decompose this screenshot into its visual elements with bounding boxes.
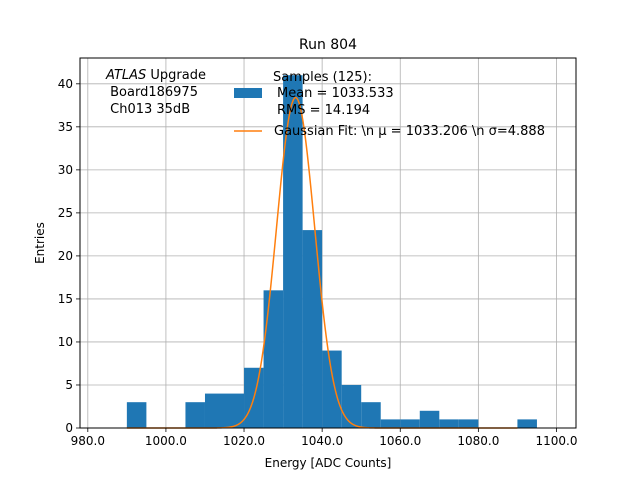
y-tick-label: 30 — [58, 163, 73, 177]
x-tick-label: 1000.0 — [145, 434, 187, 448]
upgrade-label: Upgrade — [146, 68, 206, 83]
svg-text:ATLAS Upgrade: ATLAS Upgrade — [105, 68, 206, 83]
histogram-bar — [341, 384, 362, 428]
legend-samples-swatch — [234, 88, 262, 98]
legend-samples-line-1: Samples (125): — [273, 70, 372, 85]
x-tick-label: 1080.0 — [457, 434, 499, 448]
x-tick-label: 1020.0 — [223, 434, 265, 448]
y-tick-label: 25 — [58, 206, 73, 220]
y-tick-label: 35 — [58, 120, 73, 134]
histogram-bar — [517, 419, 537, 428]
legend: Samples (125): Mean = 1033.533 RMS = 14.… — [234, 70, 545, 139]
histogram-bar — [204, 393, 225, 428]
y-axis-label: Entries — [33, 222, 47, 264]
histogram-bar — [185, 402, 205, 428]
histogram-bar — [400, 419, 420, 428]
x-tick-label: 980.0 — [71, 434, 105, 448]
histogram-bar — [458, 419, 479, 428]
histogram-bar — [380, 419, 401, 428]
y-tick-label: 5 — [65, 378, 73, 392]
grid-lines — [80, 58, 576, 429]
histogram-bar — [126, 402, 147, 428]
histogram-bar — [361, 402, 381, 428]
x-tick-label: 1060.0 — [379, 434, 421, 448]
x-tick-label: 1040.0 — [301, 434, 343, 448]
histogram-bar — [302, 230, 323, 428]
legend-fit-label: Gaussian Fit: \n μ = 1033.206 \n σ=4.888 — [274, 124, 545, 139]
legend-samples-line-3: RMS = 14.194 — [277, 103, 370, 118]
plot-frame — [79, 57, 577, 429]
legend-samples-line-2: Mean = 1033.533 — [277, 86, 394, 101]
y-axis-ticks: 0 5 10 15 20 25 30 35 40 — [58, 77, 80, 435]
chart-title: Run 804 — [299, 37, 357, 53]
y-tick-label: 20 — [58, 249, 73, 263]
histogram-bar — [322, 350, 342, 428]
atlas-label: ATLAS — [105, 68, 146, 83]
y-tick-label: 15 — [58, 292, 73, 306]
histogram-bar — [263, 290, 284, 428]
x-tick-label: 1100.0 — [535, 434, 577, 448]
y-tick-label: 40 — [58, 77, 73, 91]
histogram-bar — [283, 75, 303, 429]
y-tick-label: 10 — [58, 335, 73, 349]
board-label: Board186975 — [106, 85, 198, 100]
histogram-bar — [419, 410, 440, 428]
x-axis-label: Energy [ADC Counts] — [265, 456, 392, 470]
y-tick-label: 0 — [65, 421, 73, 435]
atlas-annotation: ATLAS Upgrade Board186975 Ch013 35dB — [105, 68, 206, 117]
x-axis-ticks: 980.0 1000.0 1020.0 1040.0 1060.0 1080.0 1100.… — [71, 428, 577, 448]
channel-label: Ch013 35dB — [106, 102, 190, 117]
histogram-bar — [439, 419, 459, 428]
histogram-bar — [224, 393, 245, 428]
